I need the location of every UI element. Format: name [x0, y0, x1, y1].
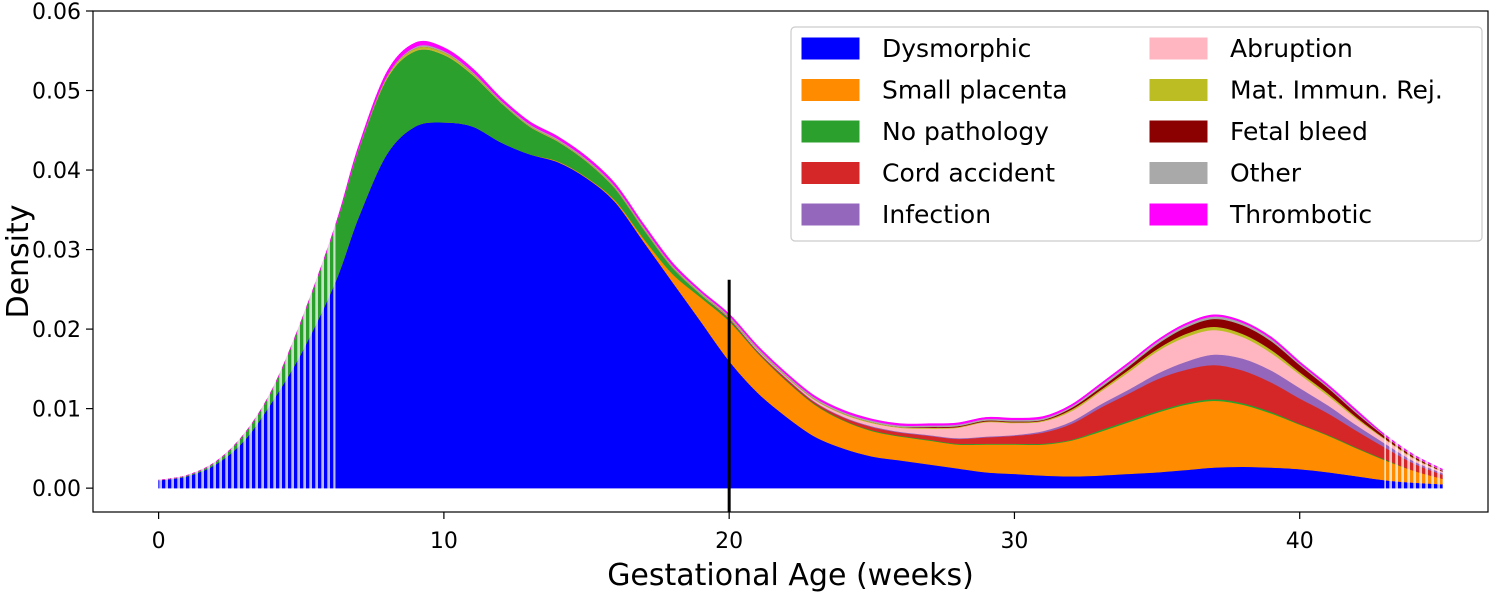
legend-swatch-thrombotic: [1149, 203, 1208, 226]
x-tick-label: 20: [715, 529, 743, 554]
legend-label-thrombotic: Thrombotic: [1229, 200, 1372, 229]
area-thrombotic: [158, 40, 1443, 481]
faded-tail-regions: [157, 12, 1443, 511]
y-tick-label: 0.02: [32, 318, 81, 343]
legend-box: [790, 26, 1483, 242]
x-tick-label: 30: [1000, 529, 1028, 554]
x-tick-label: 40: [1286, 529, 1314, 554]
legend-swatch-no-pathology: [801, 120, 860, 143]
legend-swatch-small-placenta: [801, 79, 860, 101]
legend-label-abruption: Abruption: [1230, 34, 1353, 63]
legend-swatch-other: [1149, 162, 1208, 184]
legend-label-cord-accident: Cord accident: [882, 159, 1055, 188]
y-tick-label: 0.05: [32, 80, 81, 105]
faded-region-1: [157, 12, 336, 511]
y-tick-label: 0.03: [32, 239, 81, 264]
x-axis-label: Gestational Age (weeks): [607, 558, 974, 593]
legend-swatch-infection: [801, 203, 860, 226]
legend-swatch-dysmorphic: [801, 37, 860, 60]
legend: Dysmorphic Small placenta No pathology Cord…: [790, 26, 1483, 242]
x-tick-label: 0: [152, 529, 166, 554]
legend-label-other: Other: [1230, 159, 1302, 188]
legend-swatch-abruption: [1149, 37, 1208, 60]
plot-frame: [92, 10, 1489, 513]
y-axis-label: Density: [1, 204, 36, 318]
legend-label-small-placenta: Small placenta: [882, 76, 1068, 105]
legend-label-mat-immun-rej: Mat. Immun. Rej.: [1230, 76, 1443, 105]
stacked-areas: [158, 40, 1443, 489]
y-tick-label: 0.06: [32, 0, 81, 25]
legend-label-no-pathology: No pathology: [882, 117, 1049, 146]
legend-swatch-mat-immun-rej: [1149, 79, 1208, 101]
legend-swatch-fetal-bleed: [1149, 120, 1208, 143]
legend-label-fetal-bleed: Fetal bleed: [1230, 117, 1368, 146]
legend-label-dysmorphic: Dysmorphic: [882, 34, 1031, 63]
y-tick-label: 0.04: [32, 159, 81, 184]
x-axis: 0 10 20 30 40: [152, 512, 1314, 554]
y-tick-label: 0.00: [32, 477, 81, 502]
legend-label-infection: Infection: [882, 200, 991, 229]
y-tick-label: 0.01: [32, 398, 81, 423]
y-axis: 0.00 0.01 0.02 0.03 0.04 0.05 0.06: [32, 0, 93, 502]
x-tick-label: 10: [430, 529, 458, 554]
legend-swatch-cord-accident: [801, 162, 860, 184]
